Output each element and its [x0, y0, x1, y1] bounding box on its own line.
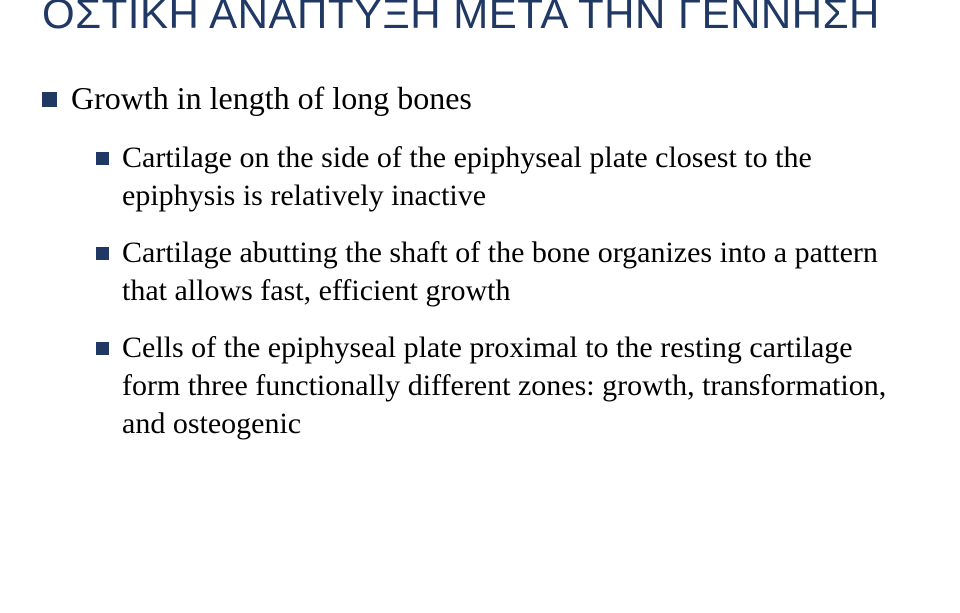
bullet-text: Growth in length of long bones — [71, 78, 472, 119]
bullet-list: Growth in length of long bones Cartilage… — [42, 78, 918, 444]
slide: ΟΣΤΙΚΗ ΑΝΑΠΤΥΞΗ ΜΕΤΑ ΤΗΝ ΓΕΝΝΗΣΗ Growth … — [0, 0, 960, 613]
bullet-level2: Cartilage on the side of the epiphyseal … — [96, 139, 918, 216]
bullet-level2: Cartilage abutting the shaft of the bone… — [96, 234, 918, 311]
slide-title: ΟΣΤΙΚΗ ΑΝΑΠΤΥΞΗ ΜΕΤΑ ΤΗΝ ΓΕΝΝΗΣΗ — [42, 0, 918, 36]
square-bullet-icon — [96, 247, 109, 260]
bullet-level1: Growth in length of long bones — [42, 78, 918, 119]
bullet-text: Cartilage on the side of the epiphyseal … — [122, 139, 918, 216]
square-bullet-icon — [96, 152, 109, 165]
bullet-text: Cartilage abutting the shaft of the bone… — [122, 234, 918, 311]
square-bullet-icon — [42, 92, 57, 107]
bullet-level2: Cells of the epiphyseal plate proximal t… — [96, 329, 918, 444]
bullet-text: Cells of the epiphyseal plate proximal t… — [122, 329, 918, 444]
sub-bullet-list: Cartilage on the side of the epiphyseal … — [96, 139, 918, 444]
square-bullet-icon — [96, 342, 109, 355]
